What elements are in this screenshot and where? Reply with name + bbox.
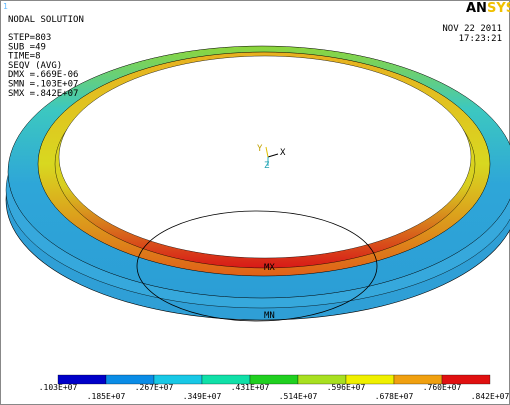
legend-label: .596E+07	[327, 383, 366, 392]
window-number: 1	[3, 2, 8, 11]
min-marker: MN	[264, 311, 275, 321]
logo: ANSYS	[466, 1, 510, 16]
triad-x: X	[280, 148, 286, 158]
header-line: STEP=803	[8, 33, 51, 43]
header-title: NODAL SOLUTION	[8, 15, 84, 25]
legend-label: .267E+07	[135, 383, 174, 392]
triad-z: Z	[264, 161, 270, 171]
logo-left: AN	[466, 1, 487, 16]
legend-label: .103E+07	[39, 383, 78, 392]
date: NOV 22 2011	[442, 24, 502, 34]
legend-label: .349E+07	[183, 392, 222, 401]
triad-y: Y	[257, 144, 263, 154]
logo-right: SYS	[487, 1, 510, 16]
time: 17:23:21	[459, 34, 502, 44]
header-line: SMX =.842E+07	[8, 89, 78, 99]
max-marker: MX	[264, 263, 275, 273]
legend-label: .842E+07	[471, 392, 510, 401]
legend-label: .678E+07	[375, 392, 414, 401]
ring-model	[5, 45, 510, 322]
axis-triad	[265, 146, 279, 166]
header-line: SUB =49	[8, 42, 46, 52]
header-line: DMX =.669E-06	[8, 70, 78, 80]
legend-swatch	[441, 374, 491, 385]
legend-label: .514E+07	[279, 392, 318, 401]
header-line: SEQV (AVG)	[8, 61, 62, 71]
header-line: SMN =.103E+07	[8, 80, 78, 90]
legend-label: .185E+07	[87, 392, 126, 401]
header-line: TIME=8	[8, 52, 41, 62]
legend-label: .760E+07	[423, 383, 462, 392]
legend-label: .431E+07	[231, 383, 270, 392]
